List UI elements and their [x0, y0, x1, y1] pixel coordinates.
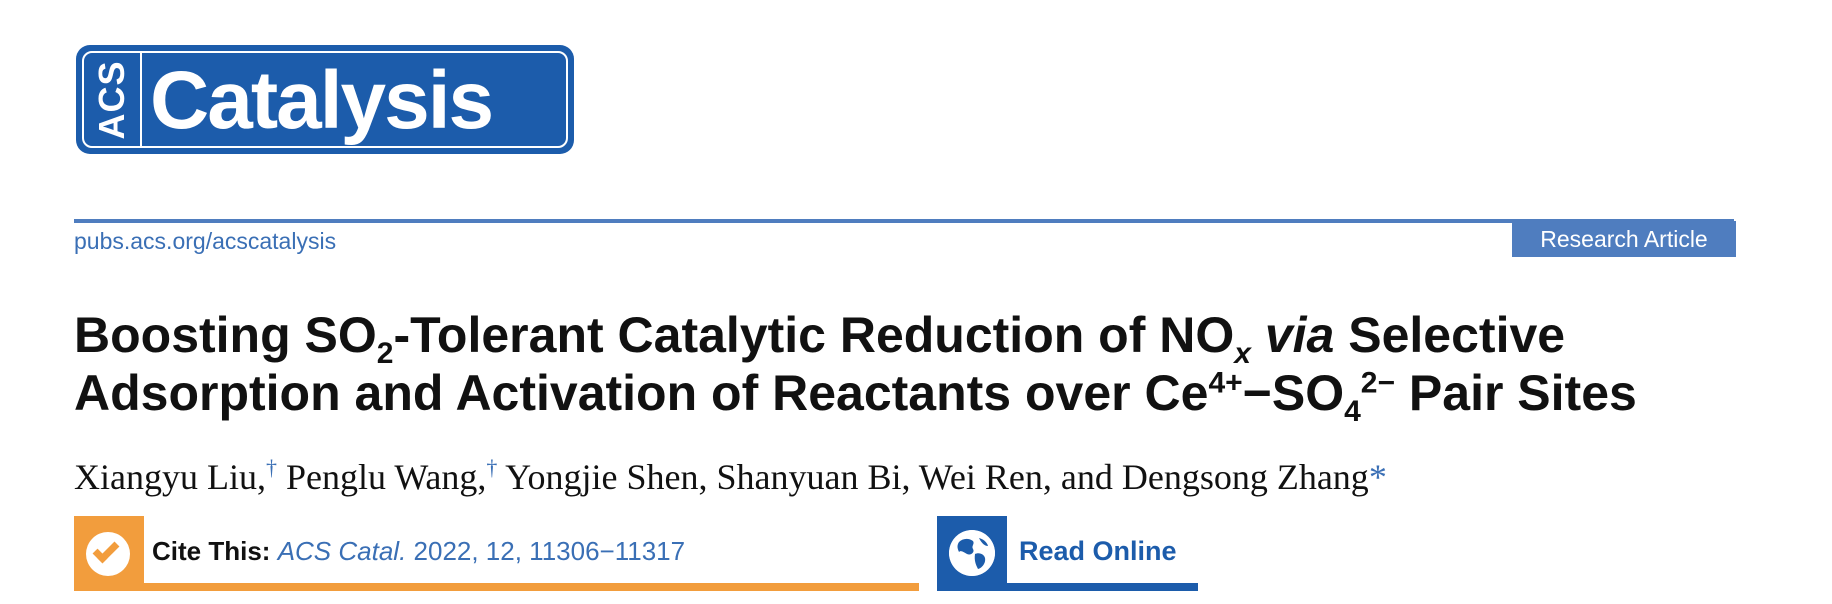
- title-part: -Tolerant Catalytic Reduction of NO: [393, 307, 1235, 363]
- article-type-badge: Research Article: [1512, 221, 1736, 257]
- equal-contribution-mark[interactable]: †: [265, 455, 277, 480]
- globe-icon: [949, 530, 995, 576]
- author-list: Xiangyu Liu,† Penglu Wang,† Yongjie Shen…: [74, 445, 1754, 500]
- logo-acs-box: ACS: [84, 53, 142, 146]
- title-part: Selective Adsorption and Activation of R…: [74, 307, 1566, 421]
- cite-journal[interactable]: ACS Catal.: [277, 536, 407, 566]
- author-name[interactable]: Xiangyu Liu,: [74, 457, 266, 497]
- author-name[interactable]: Penglu Wang,: [276, 457, 487, 497]
- journal-logo[interactable]: ACS Catalysis: [76, 45, 574, 154]
- article-title: Boosting SO2-Tolerant Catalytic Reductio…: [74, 306, 1754, 427]
- cite-underline: [74, 583, 919, 591]
- title-superscript: 2−: [1360, 366, 1396, 400]
- cite-label: Cite This:: [152, 536, 271, 566]
- read-icon-block: [937, 516, 1007, 591]
- logo-frame: ACS Catalysis: [82, 51, 568, 148]
- logo-wordmark: Catalysis: [150, 55, 494, 146]
- title-superscript: 4+: [1208, 366, 1243, 400]
- check-mark: [92, 536, 120, 564]
- equal-contribution-mark[interactable]: †: [486, 455, 498, 480]
- journal-url-link[interactable]: pubs.acs.org/acscatalysis: [74, 228, 337, 254]
- title-subscript: x: [1234, 337, 1251, 370]
- check-circle-icon: [86, 532, 130, 576]
- title-subscript: 2: [376, 337, 394, 370]
- title-italic: via: [1264, 307, 1335, 363]
- author-name[interactable]: Yongjie Shen, Shanyuan Bi, Wei Ren, and …: [497, 457, 1369, 497]
- title-part: Boosting SO: [74, 307, 377, 363]
- title-part: −SO: [1242, 365, 1345, 421]
- title-subscript: 4: [1344, 395, 1361, 428]
- header-rule: [74, 219, 1734, 223]
- title-part: Pair Sites: [1395, 365, 1637, 421]
- cite-icon-block: [74, 516, 144, 591]
- corresponding-author-mark[interactable]: *: [1368, 457, 1387, 497]
- read-underline: [937, 583, 1198, 591]
- globe-graphic: [949, 530, 995, 576]
- cite-this-button[interactable]: Cite This: ACS Catal. 2022, 12, 11306−11…: [74, 516, 919, 591]
- read-online-label: Read Online: [1019, 536, 1177, 566]
- title-part: [1251, 307, 1265, 363]
- read-online-button[interactable]: Read Online: [937, 516, 1198, 591]
- logo-acs-text: ACS: [91, 60, 132, 140]
- citation-text: Cite This: ACS Catal. 2022, 12, 11306−11…: [152, 534, 685, 568]
- cite-details[interactable]: 2022, 12, 11306−11317: [406, 536, 686, 566]
